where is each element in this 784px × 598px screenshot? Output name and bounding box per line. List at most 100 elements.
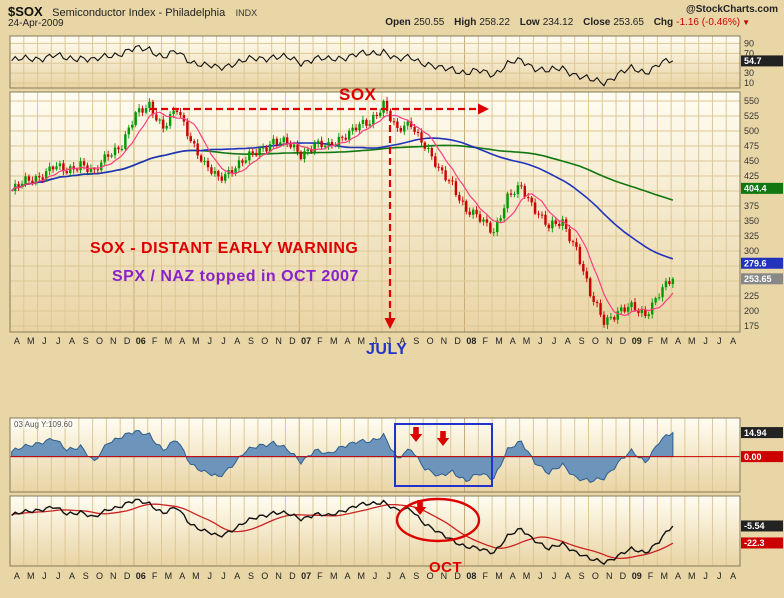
close-label: Close [583, 17, 611, 28]
svg-text:525: 525 [744, 111, 759, 121]
svg-text:N: N [275, 336, 282, 346]
svg-text:14.94: 14.94 [744, 428, 767, 438]
svg-text:A: A [14, 336, 20, 346]
price-series [11, 96, 675, 329]
svg-text:500: 500 [744, 126, 759, 136]
svg-text:J: J [387, 336, 392, 346]
svg-text:M: M [660, 336, 668, 346]
svg-text:M: M [357, 571, 365, 581]
ma-mid-line [11, 137, 674, 260]
svg-text:J: J [373, 571, 378, 581]
svg-text:D: D [454, 571, 461, 581]
svg-text:S: S [413, 571, 419, 581]
svg-text:J: J [387, 571, 392, 581]
svg-text:S: S [83, 571, 89, 581]
svg-text:325: 325 [744, 231, 759, 241]
svg-text:A: A [179, 336, 185, 346]
annotation-early-warning: SOX - DISTANT EARLY WARNING [90, 240, 359, 257]
svg-text:S: S [248, 571, 254, 581]
svg-text:A: A [510, 336, 516, 346]
svg-text:A: A [234, 571, 240, 581]
svg-text:A: A [14, 571, 20, 581]
svg-text:S: S [579, 571, 585, 581]
svg-text:D: D [289, 336, 296, 346]
svg-text:175: 175 [744, 321, 759, 331]
svg-text:F: F [317, 571, 323, 581]
svg-text:A: A [69, 571, 75, 581]
x-axis-labels: A M J J A S O N D 06 F M A M J J A S O N D 07 F M A M J J A S O N D 08 F M A… [14, 336, 736, 581]
svg-text:M: M [495, 336, 503, 346]
annotation-oct-label: OCT [429, 559, 463, 576]
annotation-july-label: JULY [366, 341, 408, 358]
svg-text:M: M [330, 571, 338, 581]
svg-text:M: M [357, 336, 365, 346]
svg-text:J: J [42, 336, 47, 346]
svg-text:N: N [275, 571, 282, 581]
svg-text:09: 09 [632, 336, 642, 346]
svg-text:O: O [592, 571, 599, 581]
exchange-label: INDX [235, 8, 258, 18]
svg-text:A: A [730, 571, 736, 581]
svg-text:D: D [454, 336, 461, 346]
svg-text:N: N [606, 571, 613, 581]
svg-text:J: J [703, 571, 708, 581]
svg-text:M: M [27, 571, 35, 581]
bot-panel-frame [9, 495, 741, 567]
top-panel-frame [9, 35, 741, 89]
svg-text:O: O [261, 336, 268, 346]
svg-text:S: S [579, 336, 585, 346]
svg-text:F: F [317, 336, 323, 346]
svg-text:M: M [27, 336, 35, 346]
svg-text:-22.3: -22.3 [744, 538, 765, 548]
svg-text:A: A [179, 571, 185, 581]
svg-text:S: S [413, 336, 419, 346]
svg-text:O: O [427, 336, 434, 346]
svg-text:M: M [192, 571, 200, 581]
svg-text:J: J [207, 571, 212, 581]
svg-text:M: M [688, 336, 696, 346]
svg-text:A: A [399, 571, 405, 581]
svg-text:54.7: 54.7 [744, 56, 762, 66]
horizontal-grid [10, 42, 740, 327]
svg-text:550: 550 [744, 96, 759, 106]
svg-text:A: A [344, 571, 350, 581]
svg-text:N: N [110, 336, 117, 346]
right-axis: 5505255004754504254003753503253002252001… [741, 38, 783, 549]
svg-text:J: J [538, 571, 543, 581]
main-panel-background [10, 92, 740, 332]
oscillator-down-arrow [413, 500, 427, 515]
svg-text:J: J [703, 336, 708, 346]
svg-text:07: 07 [301, 336, 311, 346]
low-value: 234.12 [542, 17, 574, 28]
svg-text:70: 70 [744, 48, 754, 58]
svg-text:450: 450 [744, 156, 759, 166]
close-value: 253.65 [613, 17, 644, 28]
chg-label: Chg [653, 17, 674, 28]
svg-text:10: 10 [744, 78, 754, 88]
open-label: Open [385, 17, 411, 28]
svg-text:A: A [730, 336, 736, 346]
chart-date: 24-Apr-2009 [8, 18, 64, 29]
indicator-corner-label: 03 Aug Y:109.60 [12, 420, 75, 429]
svg-text:S: S [83, 336, 89, 346]
svg-text:225: 225 [744, 291, 759, 301]
overbought-oscillator-line [11, 44, 674, 87]
svg-text:A: A [399, 336, 405, 346]
svg-text:30: 30 [744, 68, 754, 78]
svg-text:08: 08 [466, 571, 476, 581]
crossover-circle [395, 497, 481, 543]
svg-text:07: 07 [301, 571, 311, 581]
svg-text:D: D [124, 336, 131, 346]
svg-text:200: 200 [744, 306, 759, 316]
svg-text:M: M [495, 571, 503, 581]
main-panel-frame [9, 91, 741, 333]
chg-value: -1.16 (-0.46%) [676, 17, 741, 28]
svg-text:J: J [552, 571, 557, 581]
svg-text:S: S [248, 336, 254, 346]
svg-text:A: A [675, 571, 681, 581]
svg-text:O: O [96, 571, 103, 581]
svg-text:N: N [110, 571, 117, 581]
svg-text:J: J [207, 336, 212, 346]
svg-text:J: J [221, 336, 226, 346]
